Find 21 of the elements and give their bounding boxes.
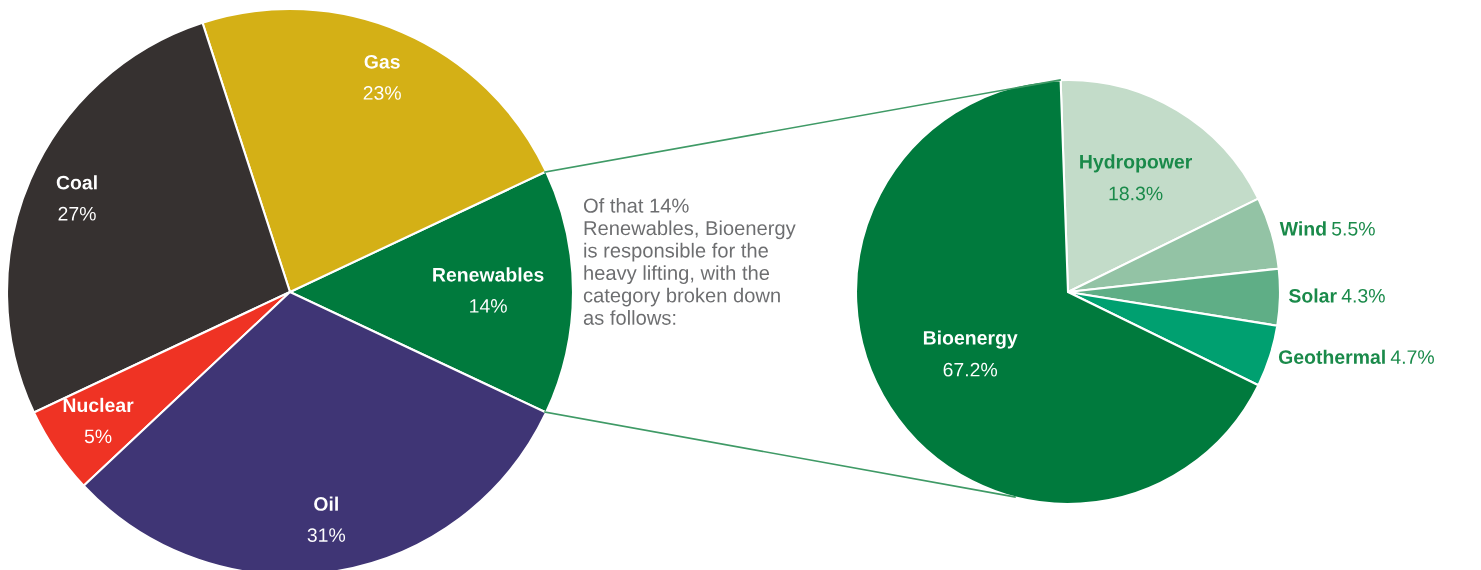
data-label: 14% [470, 299, 507, 313]
slice-label: Solar [1288, 288, 1337, 303]
slice-label: Nuclear [63, 397, 134, 413]
text: Of that 14% Renewables, Bioenergy is responsible for the heavy lifting, with the category broken down as follows: [583, 198, 796, 325]
slice-label: Wind [1279, 221, 1326, 236]
data-label: 5% [84, 429, 112, 444]
slice-label: Bioenergy [923, 330, 1018, 349]
data-label: 4.3% [1341, 288, 1385, 303]
slice-label: Hydropower [1080, 154, 1193, 173]
slice-label: Coal [56, 175, 97, 190]
slice-label: Oil [314, 496, 338, 511]
slice-label: Geothermal [1278, 349, 1385, 364]
data-label: 27% [58, 206, 96, 221]
data-label: 4.7% [1390, 350, 1434, 364]
data-label: 18.3% [1109, 186, 1163, 201]
slice-label: Gas [364, 54, 400, 69]
data-label: 31% [307, 528, 346, 542]
slice-label: Renewables [433, 267, 544, 282]
data-label: 67.2% [943, 362, 998, 377]
data-label: 5.5% [1331, 221, 1375, 236]
data-label: 23% [363, 86, 401, 100]
